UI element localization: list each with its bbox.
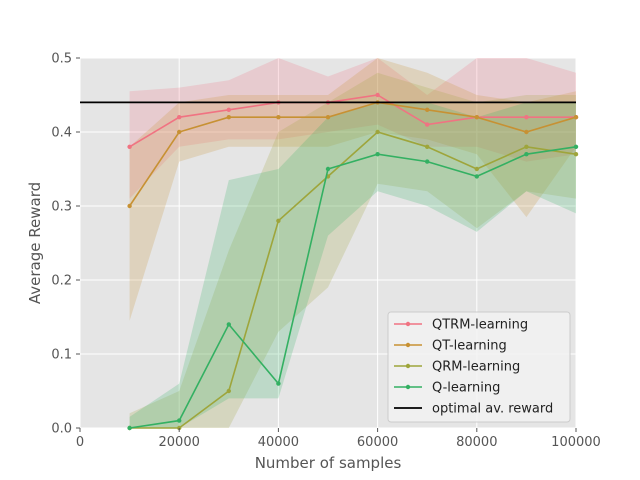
data-point <box>375 129 380 135</box>
y-tick-label: 0.3 <box>51 200 72 215</box>
data-point <box>127 425 132 431</box>
legend-box <box>387 311 571 423</box>
x-tick-label: 60000 <box>357 435 398 450</box>
data-point <box>325 115 331 120</box>
data-point <box>474 115 479 120</box>
data-point <box>226 107 231 113</box>
data-point <box>573 115 579 120</box>
data-point <box>226 322 231 327</box>
y-tick-label: 0.4 <box>51 126 72 141</box>
data-point <box>276 381 281 386</box>
data-point <box>127 203 132 209</box>
y-axis-label: Average Reward <box>26 182 44 304</box>
y-tick-label: 0.1 <box>51 348 72 363</box>
data-point <box>226 388 231 394</box>
x-tick-label: 0 <box>76 435 84 450</box>
legend-label-0: QTRM-learning <box>432 318 528 333</box>
legend-label-2: QRM-learning <box>432 360 520 375</box>
legend-marker-3 <box>405 384 411 390</box>
data-point <box>524 144 529 149</box>
y-axis-ticks: 0.0 0.1 0.2 0.3 0.4 0.5 <box>51 52 80 437</box>
confidence-band-1 <box>129 58 576 321</box>
data-point <box>474 166 479 172</box>
y-tick-label: 0.0 <box>51 422 72 437</box>
x-tick-label: 100000 <box>551 435 601 450</box>
data-point <box>573 152 579 157</box>
data-point <box>425 159 430 164</box>
data-point <box>375 92 380 98</box>
data-point <box>524 115 529 120</box>
data-point <box>325 166 331 172</box>
data-point <box>177 418 182 423</box>
data-point <box>524 152 529 157</box>
series-lines <box>127 92 579 431</box>
legend-marker-0 <box>405 321 411 327</box>
series-line-1 <box>128 101 577 207</box>
x-tick-label: 40000 <box>258 435 299 450</box>
x-tick-label: 80000 <box>456 435 497 450</box>
data-point <box>177 115 182 120</box>
data-point <box>425 122 430 127</box>
data-point <box>474 174 479 179</box>
confidence-band-0 <box>129 58 576 199</box>
data-point <box>127 144 132 149</box>
data-point <box>177 129 182 135</box>
data-point <box>226 115 231 120</box>
data-point <box>425 144 430 149</box>
grid <box>79 57 577 429</box>
legend-label-3: Q-learning <box>432 381 500 396</box>
legend-label-1: QT-learning <box>432 339 507 354</box>
data-point <box>573 144 579 149</box>
legend-marker-1 <box>405 342 411 348</box>
legend: QTRM-learning QT-learning QRM-learning Q-le… <box>387 311 571 423</box>
y-tick-label: 0.2 <box>51 274 72 289</box>
series-line-2 <box>129 131 577 429</box>
series-line-3 <box>129 146 577 429</box>
legend-label-4: optimal av. reward <box>432 402 553 417</box>
data-point <box>375 152 380 157</box>
series-line-0 <box>129 94 576 148</box>
data-point <box>276 218 281 223</box>
data-point <box>276 115 281 120</box>
x-axis-label: Number of samples <box>255 454 402 472</box>
y-tick-label: 0.5 <box>51 52 72 67</box>
x-tick-label: 20000 <box>159 435 200 450</box>
legend-marker-2 <box>405 363 411 369</box>
data-point <box>425 107 430 113</box>
data-point <box>524 129 529 135</box>
x-axis-ticks: 0 20000 40000 60000 80000 100000 <box>76 428 601 450</box>
